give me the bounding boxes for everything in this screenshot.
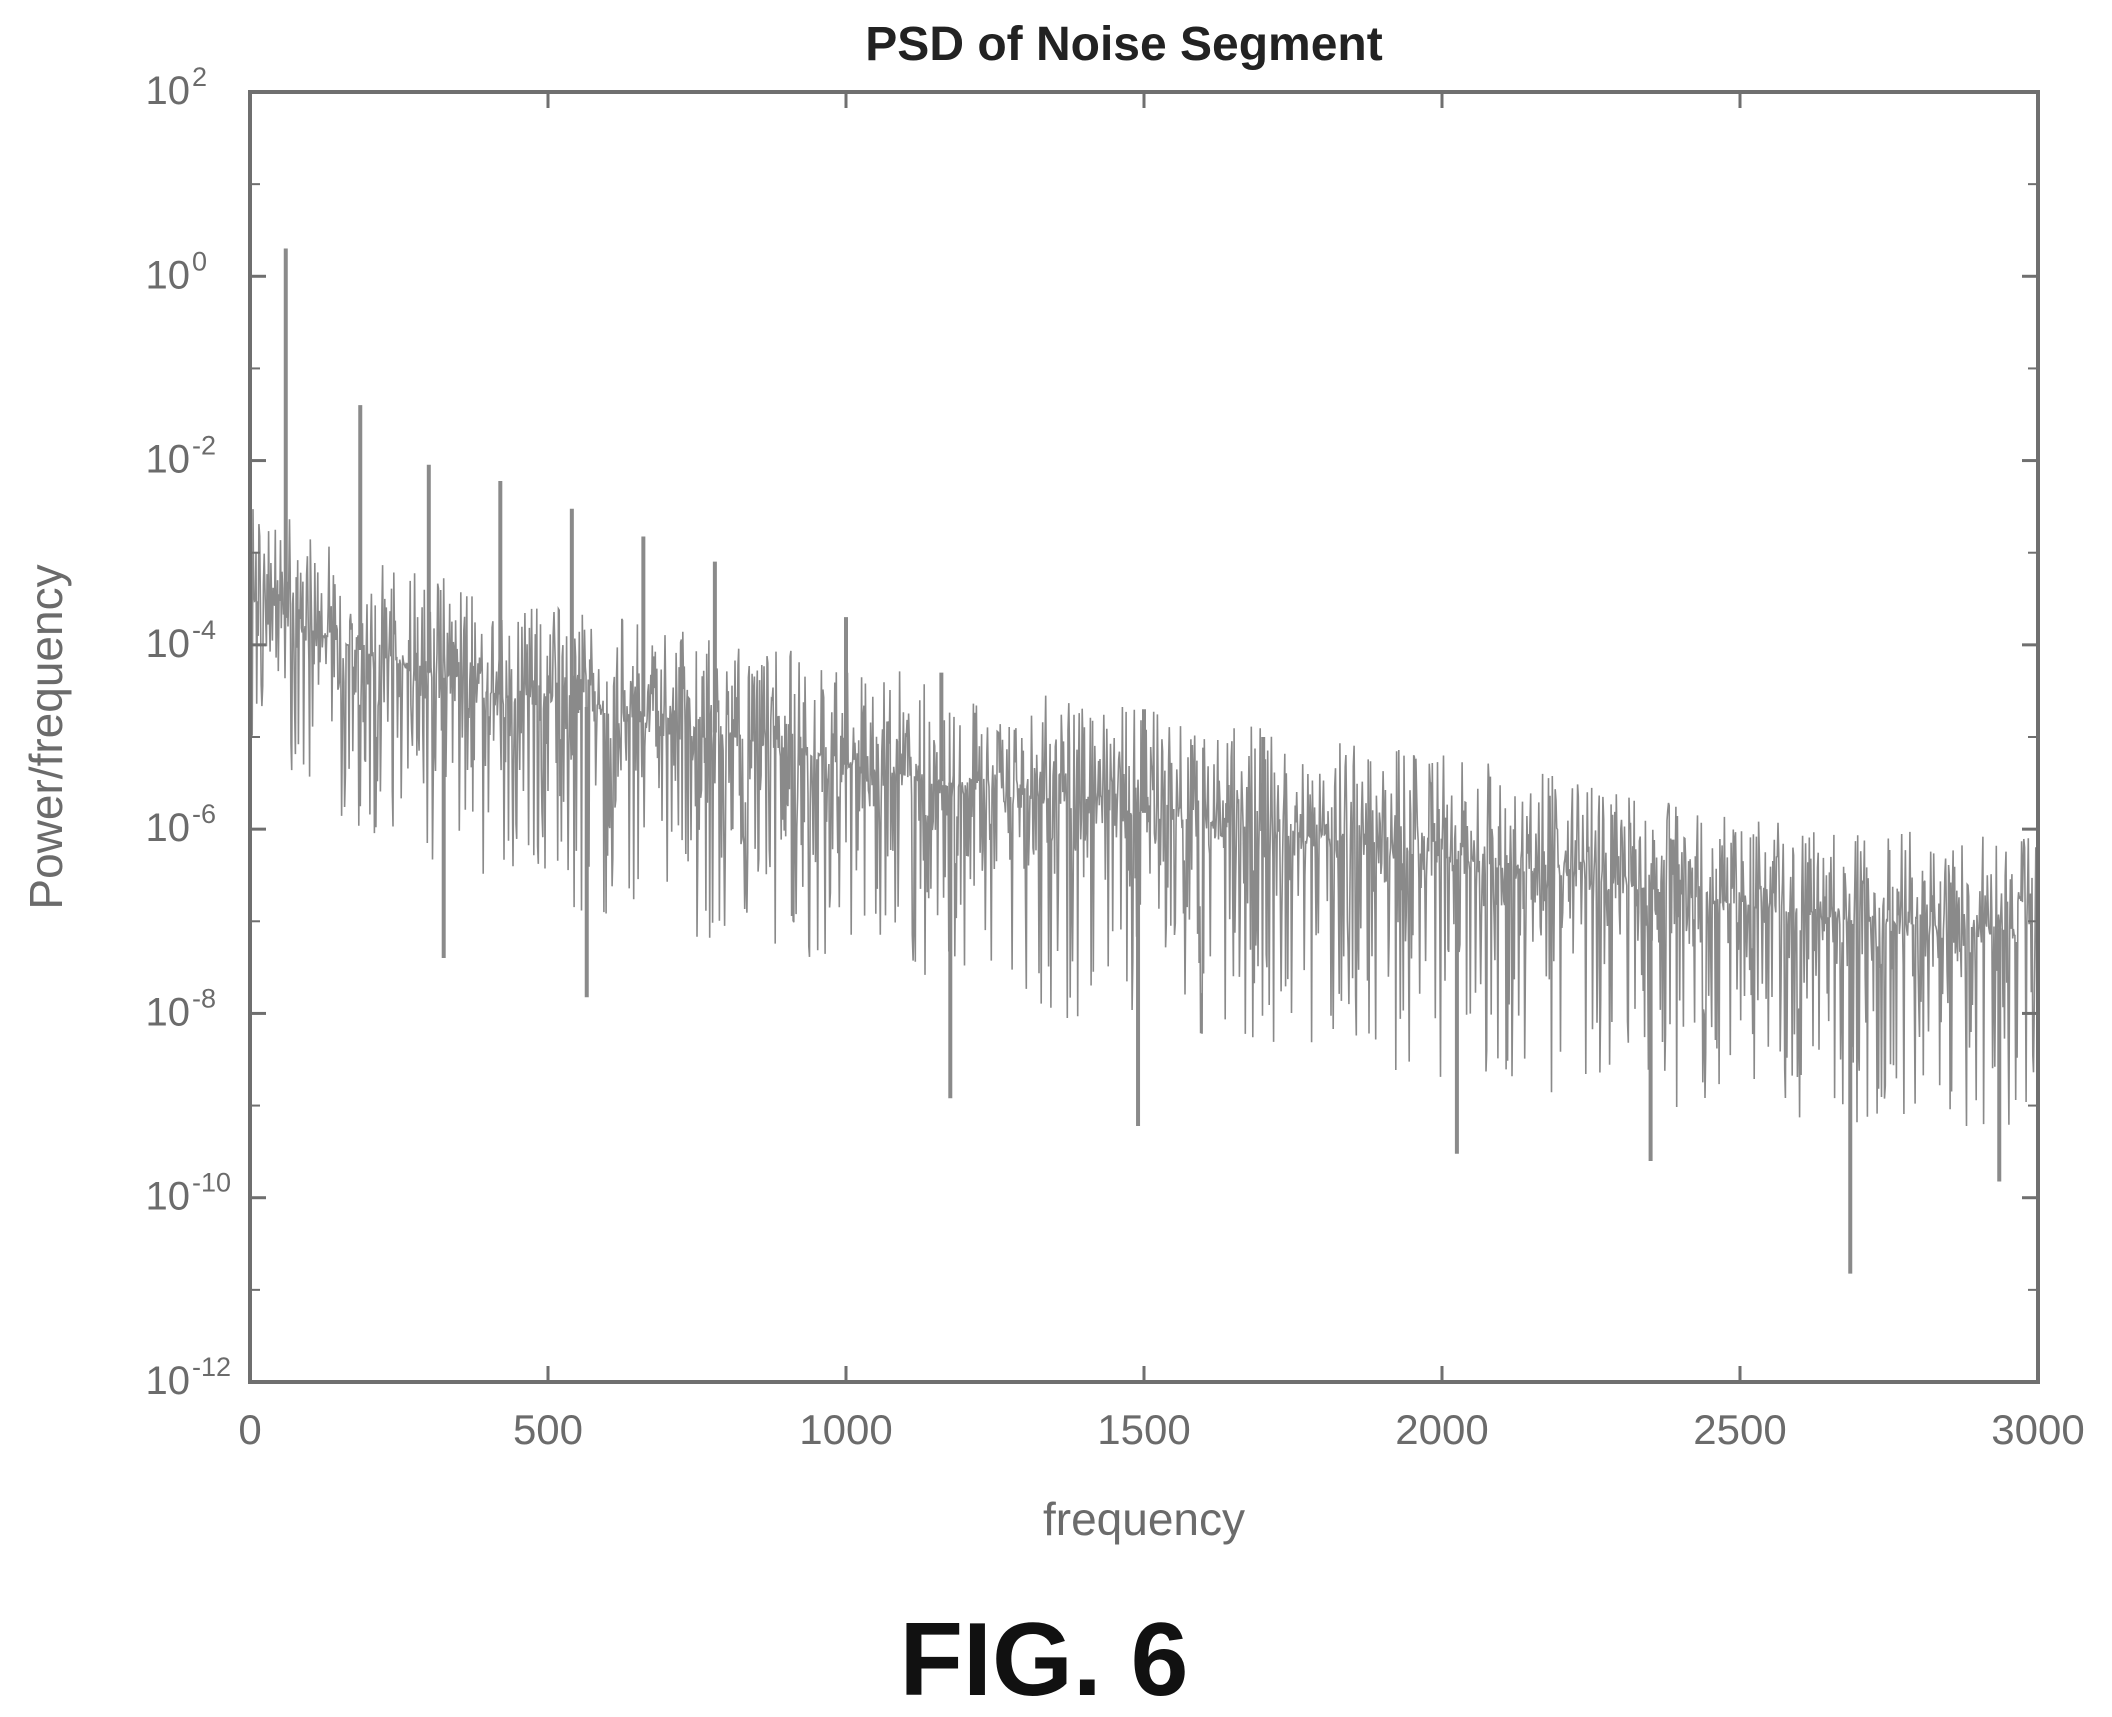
x-axis-label: frequency	[1043, 1493, 1245, 1545]
x-tick-label: 2500	[1693, 1406, 1786, 1453]
y-tick-label: 10	[146, 1359, 191, 1403]
y-tick-label-exponent: -6	[192, 799, 216, 829]
x-tick-label: 500	[513, 1406, 583, 1453]
y-tick-label: 10	[146, 990, 191, 1034]
y-tick-label-exponent: -8	[192, 983, 216, 1013]
y-tick-label-exponent: -12	[192, 1352, 231, 1382]
y-tick-label-exponent: -4	[192, 615, 216, 645]
chart-title: PSD of Noise Segment	[865, 18, 1382, 71]
x-axis-ticks: 0 500 1000 1500 2000 2500 3000	[238, 92, 2085, 1453]
y-tick-label: 10	[146, 438, 191, 482]
psd-series-line	[249, 248, 2039, 1274]
y-axis-label: Power/frequency	[20, 564, 72, 909]
figure-caption: FIG. 6	[900, 1602, 1189, 1717]
x-tick-label: 2000	[1395, 1406, 1488, 1453]
y-tick-label-exponent: -2	[192, 431, 216, 461]
y-tick-label-exponent: 0	[192, 246, 207, 276]
psd-trace	[249, 509, 2039, 1127]
y-tick-label: 10	[146, 1175, 191, 1219]
y-tick-label-exponent: 2	[192, 62, 207, 92]
y-tick-label-exponent: -10	[192, 1168, 231, 1198]
y-tick-label: 10	[146, 69, 191, 113]
y-tick-label: 10	[146, 806, 191, 850]
x-tick-label: 1500	[1097, 1406, 1190, 1453]
y-tick-label: 10	[146, 622, 191, 666]
x-tick-label: 3000	[1991, 1406, 2084, 1453]
x-tick-label: 1000	[799, 1406, 892, 1453]
y-tick-label: 10	[146, 253, 191, 297]
x-tick-label: 0	[238, 1406, 261, 1453]
